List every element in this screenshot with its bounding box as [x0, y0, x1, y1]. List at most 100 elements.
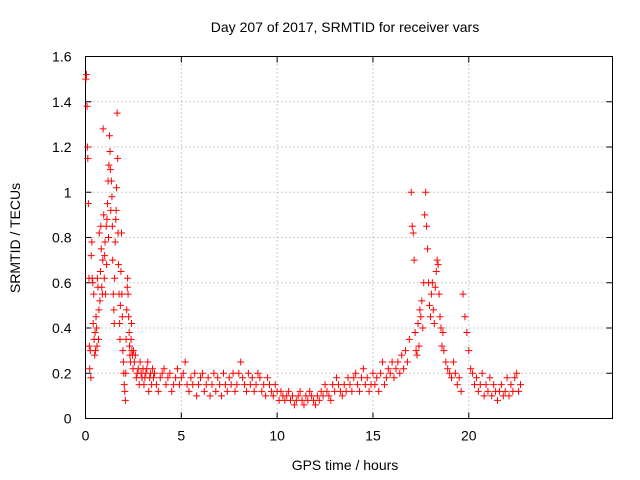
- data-point: [105, 132, 113, 140]
- data-point: [187, 374, 195, 382]
- data-point: [363, 374, 371, 382]
- data-point: [95, 306, 103, 314]
- data-point: [427, 290, 435, 298]
- data-point: [95, 229, 103, 237]
- data-point: [223, 387, 231, 395]
- data-point: [86, 365, 94, 373]
- data-point: [403, 358, 411, 366]
- data-point: [93, 274, 101, 282]
- data-point: [463, 329, 471, 337]
- data-point: [503, 374, 511, 382]
- data-point: [200, 387, 208, 395]
- data-point: [109, 256, 117, 264]
- data-point: [459, 290, 467, 298]
- data-point: [430, 319, 438, 327]
- data-point: [359, 365, 367, 373]
- y-tick-label: 0.4: [52, 320, 72, 336]
- data-point: [108, 193, 116, 201]
- data-point: [114, 261, 122, 269]
- data-point: [490, 381, 498, 389]
- data-point: [469, 369, 477, 377]
- data-point: [214, 374, 222, 382]
- data-point: [338, 392, 346, 400]
- data-point: [225, 374, 233, 382]
- data-point: [89, 279, 97, 287]
- data-point: [418, 297, 426, 305]
- data-point: [380, 381, 388, 389]
- data-point: [88, 238, 96, 246]
- data-point: [296, 387, 304, 395]
- data-point: [117, 267, 125, 275]
- data-point: [83, 143, 91, 151]
- data-point: [429, 306, 437, 314]
- data-point: [89, 319, 97, 327]
- data-point: [442, 358, 450, 366]
- data-point: [104, 200, 112, 208]
- data-point: [164, 374, 172, 382]
- data-point: [414, 319, 422, 327]
- data-point: [290, 401, 298, 409]
- data-point: [402, 347, 410, 355]
- data-point: [91, 351, 99, 359]
- data-point: [440, 347, 448, 355]
- data-point: [306, 387, 314, 395]
- data-point: [412, 347, 420, 355]
- data-point: [173, 365, 181, 373]
- data-point: [177, 374, 185, 382]
- data-point: [210, 369, 218, 377]
- data-point: [87, 252, 95, 260]
- data-point: [371, 381, 379, 389]
- data-point: [106, 148, 114, 156]
- data-point: [424, 245, 432, 253]
- data-point: [497, 381, 505, 389]
- data-point: [433, 256, 441, 264]
- data-point: [432, 267, 440, 275]
- data-point: [323, 387, 331, 395]
- data-point: [480, 392, 488, 400]
- data-point: [501, 387, 509, 395]
- data-point: [252, 381, 260, 389]
- data-point: [152, 381, 160, 389]
- data-point: [160, 365, 168, 373]
- data-point: [390, 374, 398, 382]
- data-point: [348, 387, 356, 395]
- data-point: [123, 306, 131, 314]
- data-point: [82, 71, 90, 79]
- data-point: [158, 369, 166, 377]
- data-point: [98, 283, 106, 291]
- data-point: [114, 154, 122, 162]
- data-point: [121, 387, 129, 395]
- y-axis-label: SRMTID / TECUs: [7, 183, 23, 293]
- y-tick-label: 1.6: [52, 49, 72, 65]
- data-point: [87, 374, 95, 382]
- data-point: [285, 387, 293, 395]
- data-point: [277, 387, 285, 395]
- data-point: [91, 329, 99, 337]
- data-point: [121, 396, 129, 404]
- data-point: [413, 351, 421, 359]
- data-point: [113, 184, 121, 192]
- data-point: [455, 374, 463, 382]
- data-point: [100, 274, 108, 282]
- data-point: [417, 313, 425, 321]
- data-point: [517, 381, 525, 389]
- data-point: [484, 387, 492, 395]
- data-point: [384, 365, 392, 373]
- data-point: [191, 369, 199, 377]
- data-point: [195, 381, 203, 389]
- data-point: [104, 234, 112, 241]
- data-point: [204, 374, 212, 382]
- data-point: [428, 279, 436, 287]
- data-point: [311, 401, 319, 409]
- data-point: [465, 347, 473, 355]
- data-point: [437, 324, 445, 332]
- data-point: [120, 381, 128, 389]
- data-point: [248, 374, 256, 382]
- data-point: [513, 369, 521, 377]
- data-point: [409, 229, 417, 237]
- data-point: [102, 222, 110, 230]
- data-point: [144, 358, 152, 366]
- data-point: [129, 347, 137, 355]
- x-tick-labels: 0 5 10 15 20: [82, 428, 477, 444]
- data-point: [239, 374, 247, 382]
